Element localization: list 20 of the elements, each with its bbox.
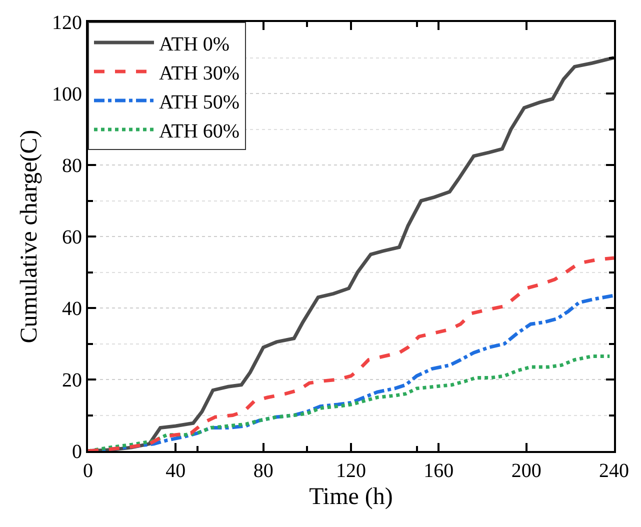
legend-label: ATH 50% bbox=[159, 91, 240, 114]
y-tick-label: 20 bbox=[62, 370, 82, 392]
legend-label: ATH 30% bbox=[159, 62, 240, 84]
y-axis-title: Cumulative charge(C) bbox=[16, 130, 43, 344]
y-tick-label: 60 bbox=[62, 226, 82, 248]
x-tick-label: 160 bbox=[424, 460, 454, 482]
y-tick-label: 0 bbox=[72, 441, 82, 463]
x-tick-label: 120 bbox=[336, 460, 366, 482]
y-tick-label: 80 bbox=[62, 155, 82, 177]
x-tick-label: 80 bbox=[253, 460, 274, 482]
x-tick-label: 240 bbox=[599, 460, 629, 482]
line-series bbox=[88, 256, 614, 451]
y-tick-label: 100 bbox=[52, 84, 82, 106]
legend-label: ATH 0% bbox=[159, 33, 230, 56]
y-tick-label: 120 bbox=[52, 12, 82, 34]
x-tick-label: 40 bbox=[166, 460, 186, 482]
legend-label: ATH 60% bbox=[159, 120, 240, 142]
y-tick-label: 40 bbox=[62, 298, 82, 320]
x-axis-title: Time (h) bbox=[309, 484, 393, 510]
x-tick-label: 200 bbox=[511, 460, 542, 482]
